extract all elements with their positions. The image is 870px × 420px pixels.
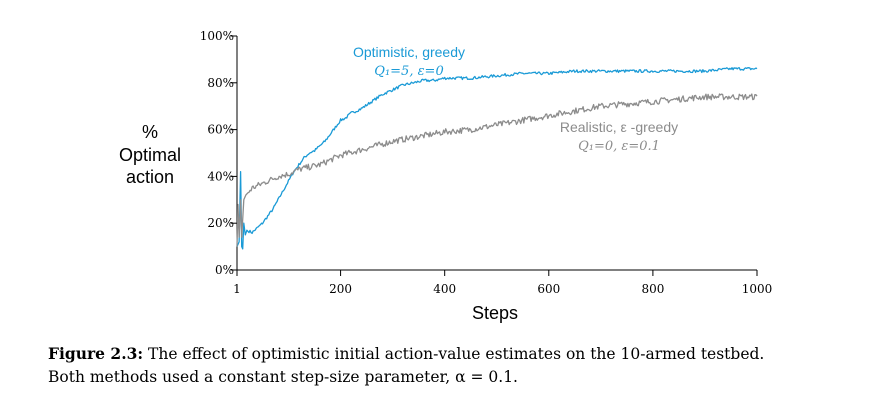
y-axis-label-line-2: Optimal — [119, 145, 181, 165]
y-tick-label: 40% — [207, 169, 234, 183]
series-label-optimistic: Optimistic, greedy — [353, 44, 465, 60]
y-ticks: 0% 20% 40% 60% 80% 100% — [200, 29, 237, 277]
figure-caption: Figure 2.3: The effect of optimistic ini… — [48, 342, 858, 389]
caption-text-line-1: The effect of optimistic initial action-… — [143, 345, 765, 363]
x-tick-label: 800 — [641, 282, 664, 296]
y-axis-label-line-1: % — [142, 122, 158, 142]
x-axis-label: Steps — [472, 303, 518, 323]
x-tick-label: 200 — [329, 282, 352, 296]
x-tick-label: 600 — [537, 282, 560, 296]
series-sublabel-realistic: Q₁=0, ε=0.1 — [578, 139, 660, 154]
series-line-optimistic — [236, 67, 758, 250]
x-ticks: 1 200 400 600 800 1000 — [233, 270, 772, 296]
series-line-realistic — [236, 93, 758, 247]
plot-area: 0% 20% 40% 60% 80% 100% 1 200 400 600 800 1000 — [200, 29, 773, 296]
caption-text-line-2: Both methods used a constant step-size p… — [48, 368, 518, 386]
y-tick-label: 20% — [207, 216, 234, 230]
x-tick-label: 1000 — [742, 282, 773, 296]
y-tick-label: 0% — [215, 263, 234, 277]
series-sublabel-optimistic: Q₁=5, ε=0 — [374, 64, 443, 79]
y-tick-label: 60% — [207, 123, 234, 137]
y-axis-label-line-3: action — [126, 167, 174, 187]
series-label-realistic: Realistic, ε -greedy — [560, 119, 678, 135]
series-lines — [236, 67, 758, 250]
figure-number: Figure 2.3: — [48, 344, 144, 363]
x-tick-label: 400 — [433, 282, 456, 296]
y-tick-label: 80% — [207, 76, 234, 90]
y-tick-label: 100% — [200, 29, 234, 43]
x-tick-label: 1 — [233, 282, 241, 296]
